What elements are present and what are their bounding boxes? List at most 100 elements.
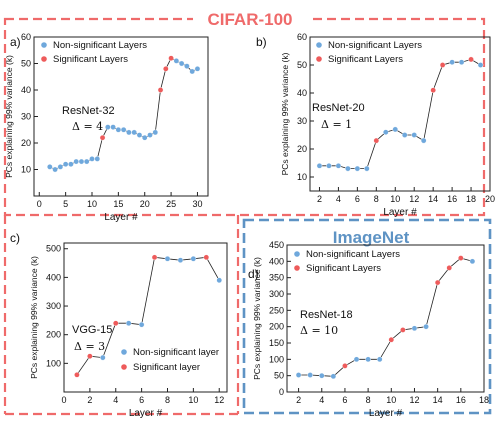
non-significant-layer-point	[136, 132, 143, 138]
plot-frame	[286, 244, 485, 393]
significant-layer-point	[434, 279, 441, 286]
non-significant-layer-point	[110, 124, 116, 130]
x-tick-label: 6	[342, 395, 347, 405]
x-axis-label: Layer #	[369, 408, 403, 419]
delta-label: Δ = 4	[72, 120, 103, 133]
y-axis-label: PCs explaining 99% variance (k)	[280, 52, 290, 175]
non-significant-layer-point	[364, 165, 370, 172]
non-significant-layer-point	[152, 129, 159, 136]
x-tick-label: 18	[466, 194, 476, 204]
y-tick-label: 500	[46, 244, 61, 254]
y-tick-label: 350	[269, 273, 284, 283]
non-significant-layer-point	[194, 66, 201, 72]
significant-layer-point	[439, 62, 446, 68]
non-significant-layer-point	[126, 129, 132, 136]
non-significant-layer-point	[47, 164, 53, 170]
non-significant-layer-point	[57, 164, 64, 170]
non-significant-layer-point	[52, 166, 58, 173]
non-significant-layer-point	[330, 373, 337, 380]
y-axis-label: PCs explaining 99% variance (k)	[4, 55, 14, 178]
non-significant-layer-point	[120, 126, 127, 133]
x-tick-label: 6	[139, 395, 144, 405]
x-axis-label: Layer #	[104, 212, 138, 223]
model-name-label: ResNet-20	[312, 102, 365, 114]
non-significant-layer-point	[449, 59, 455, 66]
non-significant-layer-point	[89, 156, 95, 162]
non-significant-layer-point	[392, 126, 399, 133]
non-significant-layer-point	[105, 124, 111, 130]
non-significant-layer-point	[189, 68, 195, 75]
non-significant-layer-point	[423, 323, 429, 330]
series-line	[298, 257, 473, 377]
y-tick-label: 50	[297, 60, 307, 70]
non-significant-layer-point	[335, 162, 342, 169]
model-name-label: ResNet-32	[62, 105, 115, 117]
significant-layer-point	[87, 353, 93, 359]
x-tick-label: 8	[366, 395, 371, 405]
delta-label: Δ = 3	[74, 340, 105, 353]
legend-label: Significant Layers	[328, 54, 403, 65]
significant-layer-point	[112, 320, 119, 327]
non-significant-layer-point	[177, 257, 184, 263]
legend-non-significant-marker	[316, 42, 322, 48]
x-tick-label: 18	[479, 395, 489, 405]
x-tick-label: 5	[63, 199, 68, 209]
y-axis-label: PCs explaining 99% variance (k)	[29, 256, 39, 379]
non-significant-layer-point	[420, 137, 427, 144]
legend-label: Non-significant Layers	[328, 40, 422, 51]
legend-label: Significant Layers	[53, 54, 128, 65]
x-tick-label: 2	[296, 395, 301, 405]
imagenet-frame	[242, 218, 492, 415]
model-name-label: ResNet-18	[300, 309, 353, 321]
significant-layer-point	[163, 66, 169, 72]
non-significant-layer-point	[173, 58, 180, 64]
x-tick-label: 4	[319, 395, 324, 405]
non-significant-layer-point	[401, 132, 408, 138]
non-significant-layer-point	[125, 320, 132, 327]
legend-label: Non-significant layer	[133, 347, 219, 358]
x-tick-label: 6	[355, 194, 360, 204]
non-significant-layer-point	[94, 156, 101, 162]
model-name-label: VGG-15	[72, 324, 112, 336]
non-significant-layer-point	[477, 62, 484, 68]
significant-layer-point	[468, 56, 474, 63]
panel-letter: c)	[10, 231, 20, 245]
y-axis-label: PCs explaining 99% variance (k)	[252, 257, 262, 380]
non-significant-layer-point	[353, 356, 360, 363]
significant-layer-point	[168, 55, 174, 62]
legend-significant-marker	[316, 56, 322, 62]
non-significant-layer-point	[318, 372, 325, 379]
non-significant-layer-point	[469, 258, 476, 265]
non-significant-layer-point	[458, 59, 465, 66]
delta-label: Δ = 1	[321, 118, 352, 131]
legend-label: Significant Layers	[306, 263, 381, 274]
y-tick-label: 40	[21, 85, 31, 95]
panel-letter: d)	[248, 267, 259, 281]
x-tick-label: 4	[336, 194, 341, 204]
x-tick-label: 0	[61, 395, 66, 405]
y-tick-label: 10	[297, 172, 307, 182]
y-tick-label: 50	[274, 371, 284, 381]
x-tick-label: 2	[317, 194, 322, 204]
x-tick-label: 20	[140, 199, 150, 209]
significant-layer-point	[74, 372, 80, 378]
legend-significant-marker	[41, 56, 47, 62]
x-tick-label: 30	[192, 199, 202, 209]
x-tick-label: 12	[409, 194, 419, 204]
significant-layer-point	[342, 363, 348, 369]
non-significant-layer-point	[295, 372, 302, 378]
x-tick-label: 16	[456, 395, 466, 405]
x-tick-label: 8	[374, 194, 379, 204]
non-significant-layer-point	[184, 63, 190, 69]
legend-label: Significant layer	[133, 362, 200, 373]
panel-a-resnet32-chart: 0 5 10 15 20 25 30 10 20 30 40 50 60 Layer # PCs expla…	[4, 32, 209, 223]
x-tick-label: 10	[188, 395, 198, 405]
significant-layer-point	[400, 327, 406, 333]
non-significant-layer-point	[307, 372, 313, 378]
non-significant-layer-point	[190, 255, 197, 262]
panel-letter: b)	[256, 35, 267, 49]
y-tick-label: 60	[297, 32, 307, 42]
legend-non-significant-marker	[121, 349, 127, 355]
non-significant-layer-point	[164, 255, 171, 262]
non-significant-layer-point	[73, 158, 79, 165]
